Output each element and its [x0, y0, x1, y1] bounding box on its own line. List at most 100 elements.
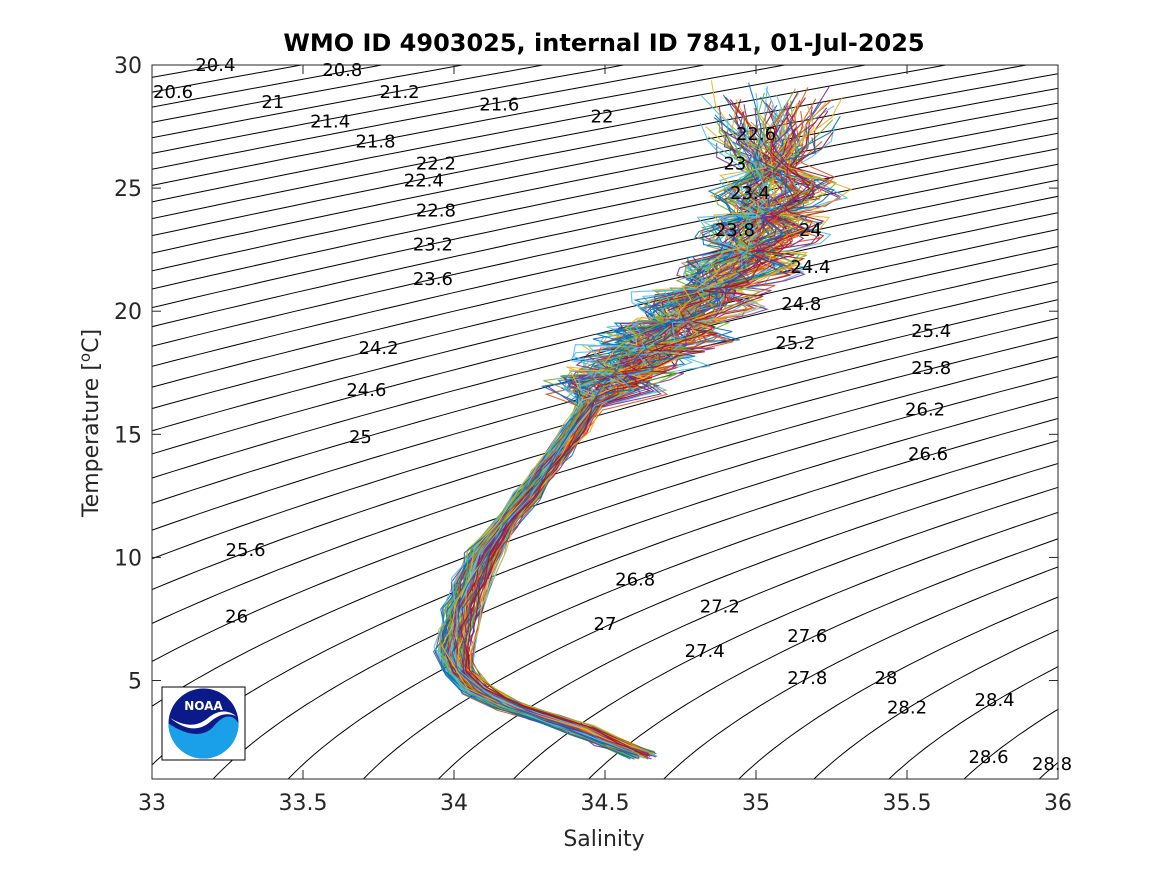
profile-line	[439, 144, 774, 759]
x-tick-label: 34	[440, 791, 468, 816]
isopycnal-line	[152, 263, 1058, 504]
isopycnal-label: 22	[591, 107, 614, 128]
isopycnal-line	[152, 102, 1058, 290]
x-tick-label: 35	[742, 791, 770, 816]
isopycnal-label: 25.8	[911, 358, 951, 379]
isopycnal-line	[512, 511, 1058, 779]
isopycnal-line	[152, 228, 1058, 455]
isopycnal-label: 23.4	[730, 183, 770, 204]
isopycnal-label: 24.2	[358, 338, 398, 359]
isopycnal-line	[152, 356, 1058, 663]
isopycnal-label: 26.6	[908, 444, 948, 465]
logo-text: NOAA	[184, 699, 223, 713]
isopycnal-label: 27.4	[685, 641, 725, 662]
isopycnal-label: 20.6	[153, 82, 193, 103]
isopycnal-label: 21	[261, 92, 284, 113]
y-axis-label-end: C]	[79, 329, 104, 353]
isopycnal-line	[152, 65, 949, 220]
logo-bird	[170, 711, 236, 729]
isopycnal-line	[362, 462, 1058, 779]
isopycnal-line	[152, 163, 1058, 367]
isopycnal-line	[152, 87, 1058, 272]
isopycnal-line	[152, 376, 1058, 707]
x-tick-label: 33	[138, 791, 166, 816]
isopycnal-line	[152, 317, 1058, 591]
isopycnal-line	[663, 566, 1058, 779]
profile-line	[451, 88, 778, 754]
isopycnal-line	[152, 132, 1058, 328]
isopycnal-label: 22.2	[416, 154, 456, 175]
profile-line	[455, 121, 779, 756]
isopycnal-line	[212, 417, 1058, 779]
y-tick-label: 10	[114, 546, 142, 571]
x-tick-label: 35.5	[883, 791, 932, 816]
x-tick-label: 33.5	[279, 791, 328, 816]
isopycnal-line	[152, 212, 1058, 432]
isopycnal-line	[152, 245, 1058, 479]
logo-wave	[168, 716, 239, 759]
y-axis-label: Temperature [oC]	[76, 329, 104, 518]
profile-line	[464, 113, 825, 757]
isopycnal-line	[152, 396, 1058, 766]
x-tick-label: 36	[1044, 791, 1072, 816]
isopycnal-label: 22.8	[416, 200, 456, 221]
isopycnal-label: 21.2	[380, 82, 420, 103]
isopycnal-line	[813, 629, 1058, 779]
y-tick-label: 5	[128, 670, 142, 695]
isopycnal-label: 27.6	[787, 626, 827, 647]
y-tick-label: 15	[114, 423, 142, 448]
isopycnal-label: 26	[225, 607, 248, 628]
isopycnal-label: 20.8	[322, 60, 362, 81]
isopycnal-label: 27	[594, 614, 617, 635]
profile-line	[459, 107, 832, 755]
isopycnal-label: 23.6	[413, 269, 453, 290]
y-tick-label: 20	[114, 300, 142, 325]
profile-line	[459, 137, 817, 754]
isopycnal-label: 24.8	[781, 294, 821, 315]
y-axis-label-main: Temperature [	[79, 362, 104, 518]
isopycnal-line	[152, 65, 788, 186]
isopycnal-label: 22.6	[736, 124, 776, 145]
isopycnal-label: 21.8	[355, 131, 395, 152]
isopycnal-line	[152, 148, 1058, 347]
isopycnal-label: 27.8	[787, 668, 827, 689]
isopycnal-label: 26.2	[905, 400, 945, 421]
isopycnal-label: 24	[799, 220, 822, 241]
isopycnal-label: 22.4	[404, 171, 444, 192]
isopycnal-label: 25	[349, 427, 372, 448]
isopycnal-label: 25.4	[911, 321, 951, 342]
profile-line	[447, 106, 777, 756]
isopycnal-label: 26.8	[615, 570, 655, 591]
profile-line	[467, 110, 829, 756]
y-tick-label: 30	[114, 54, 142, 79]
isopycnal-line	[738, 596, 1058, 779]
profile-line	[433, 95, 763, 752]
chart-title: WMO ID 4903025, internal ID 7841, 01-Jul…	[283, 29, 924, 57]
isopycnal-label: 28.2	[887, 698, 927, 719]
isopycnal-label: 23.2	[413, 235, 453, 256]
isopycnal-line	[152, 336, 1058, 624]
isopycnal-label: 23.8	[715, 220, 755, 241]
isopycnal-label: 21.6	[479, 94, 519, 115]
profile-line	[441, 110, 767, 752]
isopycnal-label: 24.4	[790, 257, 830, 278]
isopycnal-line	[152, 65, 1030, 237]
isopycnal-line	[152, 65, 869, 203]
isopycnal-label: 25.6	[226, 540, 266, 561]
isopycnal-line	[888, 666, 1058, 779]
profile-line	[448, 123, 775, 759]
isopycnal-label: 24.6	[346, 380, 386, 401]
isopycnal-line	[152, 280, 1058, 531]
isopycnal-line	[437, 486, 1058, 779]
profile-line	[444, 124, 775, 758]
isopycnal-label: 28.4	[975, 690, 1015, 711]
isopycnal-label: 23	[723, 154, 746, 175]
isopycnal-line	[152, 73, 1058, 254]
y-tick-label: 25	[114, 177, 142, 202]
x-axis-label: Salinity	[563, 827, 644, 852]
noaa-logo: NOAA	[161, 686, 246, 761]
axis-ticks: 33 33.5 34 34.5 35 35.5 36 5 10 15 20 25 30	[114, 54, 1072, 816]
isopycnal-line	[588, 538, 1058, 779]
profile-line	[451, 122, 794, 757]
